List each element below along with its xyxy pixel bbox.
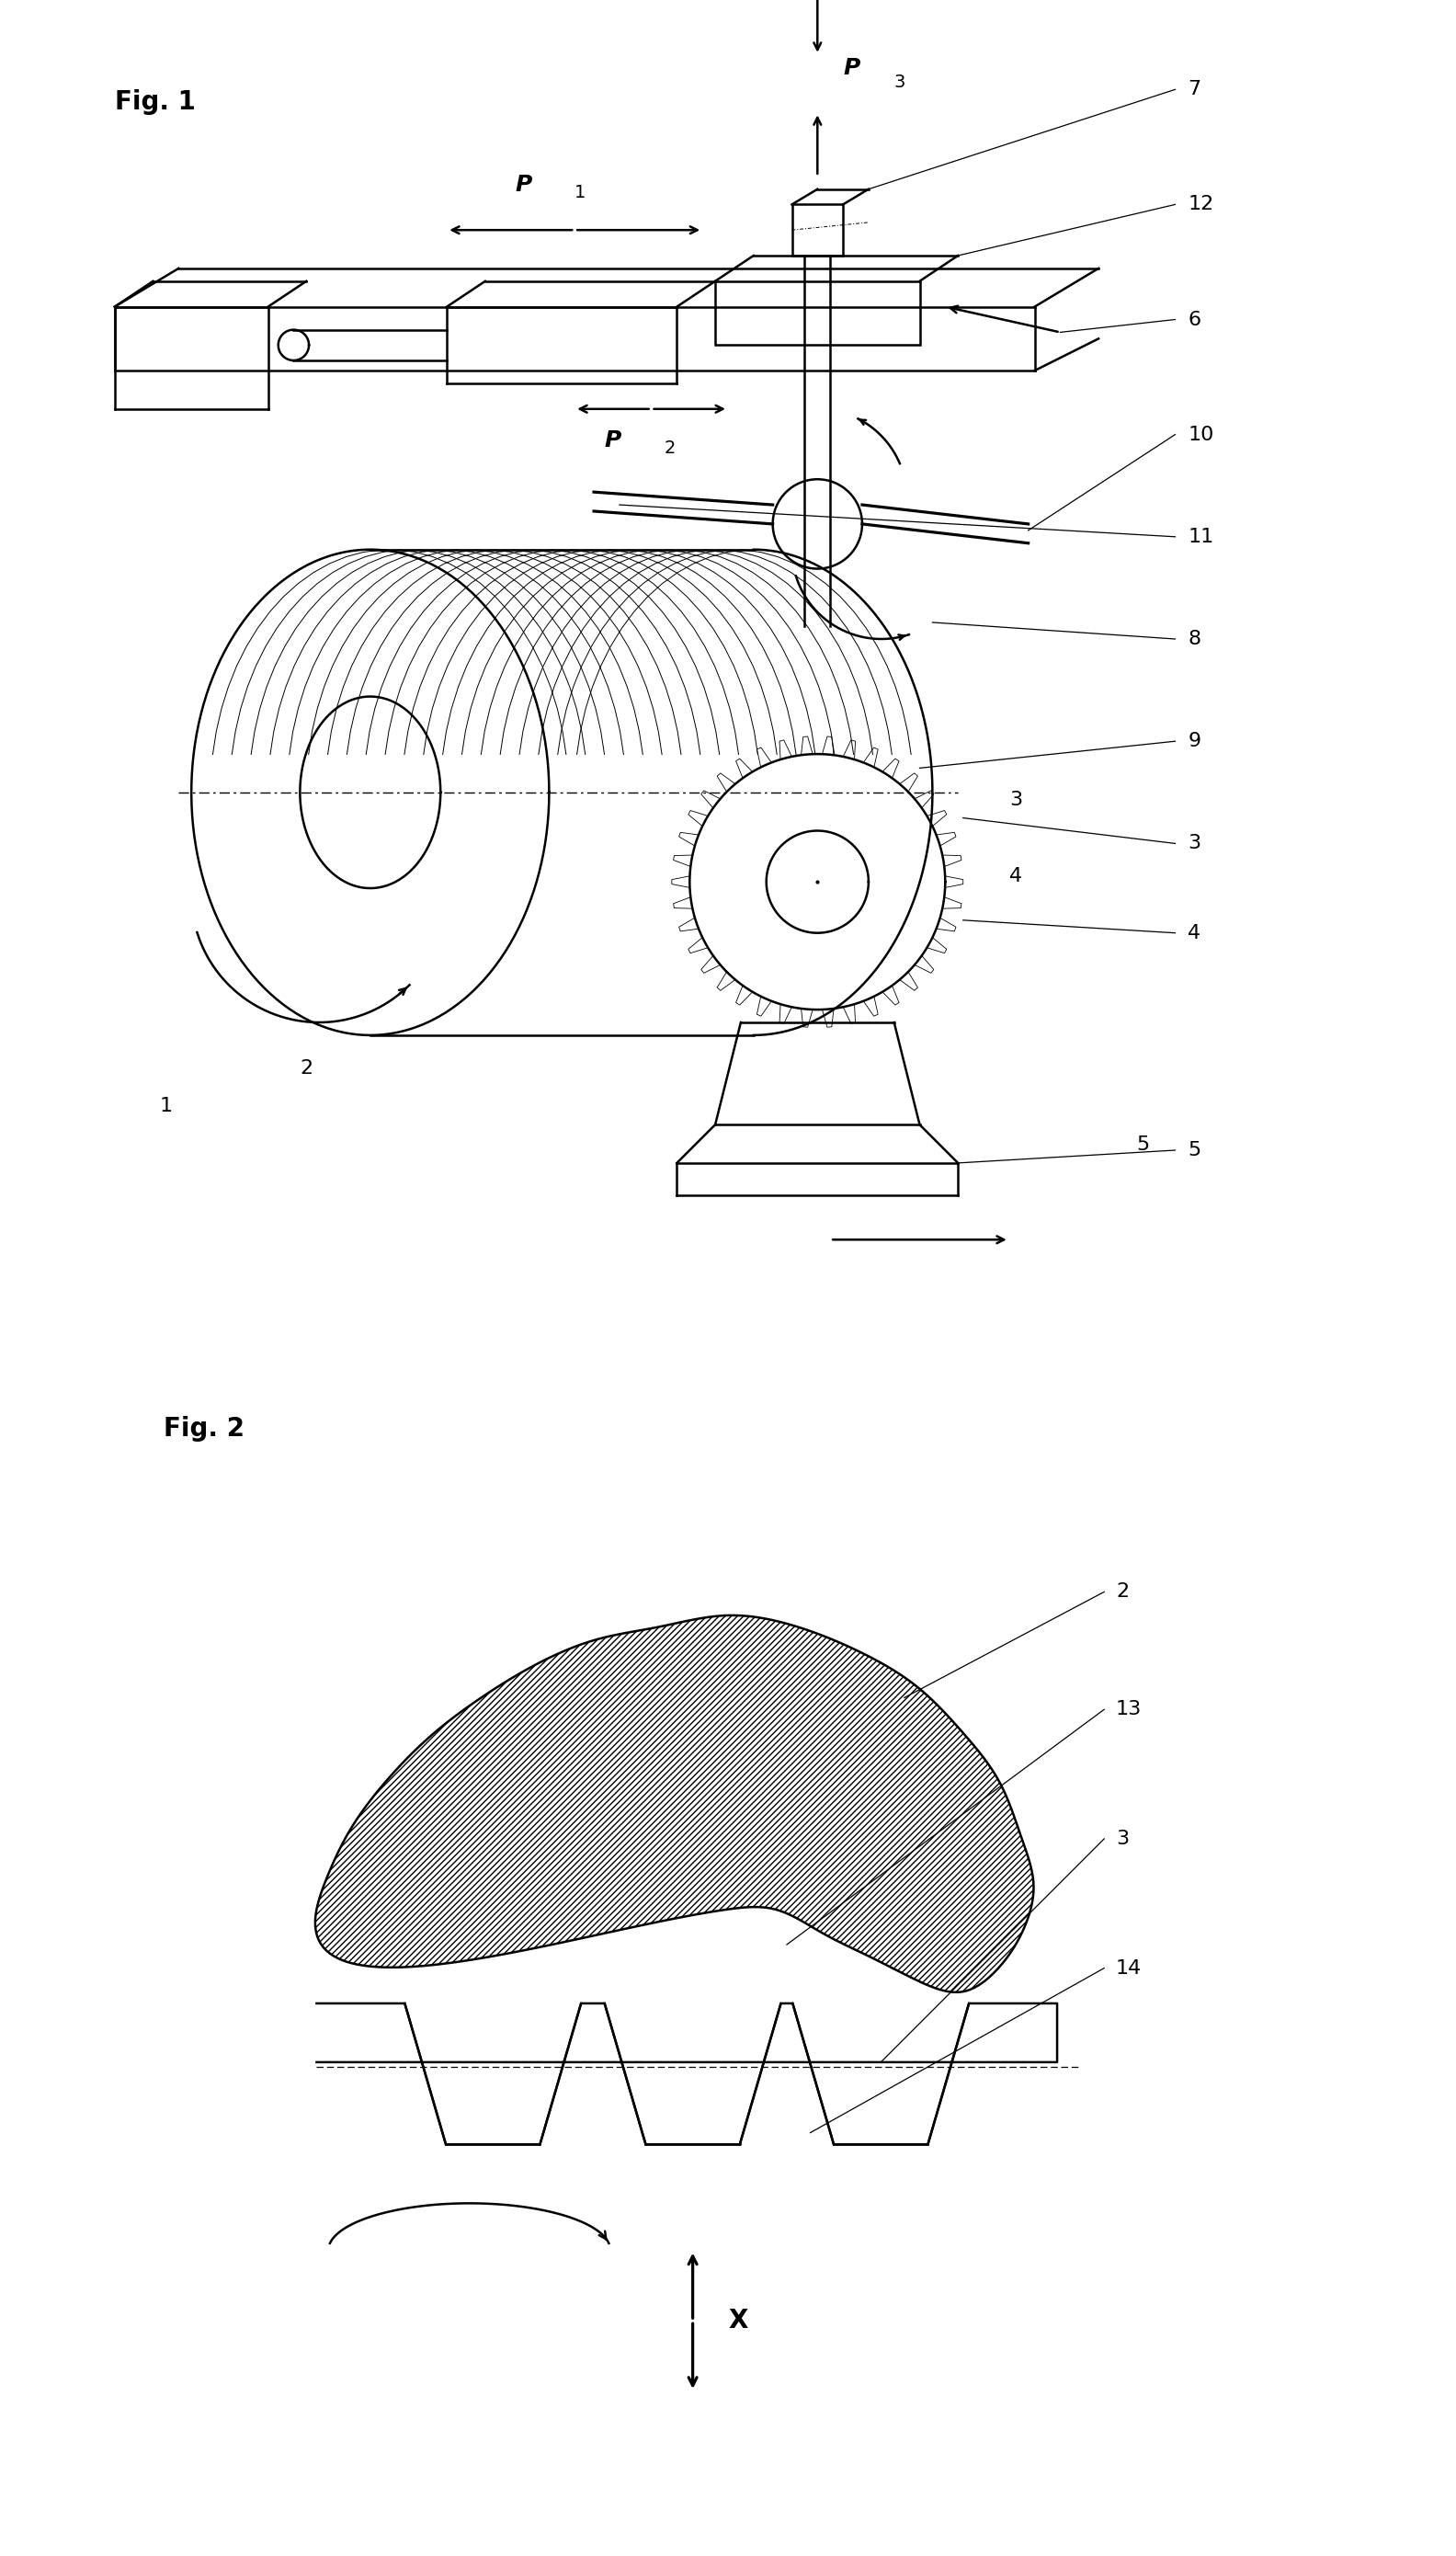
Polygon shape: [314, 1615, 1034, 1991]
Text: 1: 1: [159, 1097, 172, 1114]
Text: 4: 4: [1009, 866, 1022, 884]
Text: 5: 5: [1137, 1135, 1150, 1153]
Text: 6: 6: [1188, 309, 1201, 330]
Text: 9: 9: [1188, 731, 1201, 751]
Text: 2: 2: [664, 440, 676, 458]
Text: 14: 14: [1115, 1958, 1142, 1978]
Bar: [715, 281, 920, 345]
Text: 12: 12: [1188, 194, 1214, 215]
Text: 3: 3: [894, 74, 906, 89]
Text: P: P: [515, 174, 531, 197]
Text: 2: 2: [1115, 1582, 1128, 1600]
Text: Fig. 2: Fig. 2: [163, 1416, 245, 1442]
Text: 2: 2: [300, 1058, 313, 1076]
Text: P: P: [604, 429, 622, 452]
Text: Fig. 1: Fig. 1: [115, 89, 195, 115]
Text: 3: 3: [1188, 833, 1201, 854]
Text: 7: 7: [1188, 79, 1201, 100]
Text: 13: 13: [1115, 1700, 1142, 1718]
Text: 1: 1: [575, 184, 587, 202]
Text: 3: 3: [1009, 790, 1022, 808]
Text: 3: 3: [1115, 1830, 1128, 1848]
Text: 5: 5: [1188, 1140, 1201, 1160]
Text: 10: 10: [1188, 424, 1214, 445]
Text: 11: 11: [1188, 527, 1214, 547]
Bar: [792, 204, 843, 256]
Text: 8: 8: [1188, 629, 1201, 649]
Text: X: X: [728, 2308, 747, 2334]
Text: 4: 4: [1188, 923, 1201, 943]
Text: P: P: [843, 56, 860, 79]
